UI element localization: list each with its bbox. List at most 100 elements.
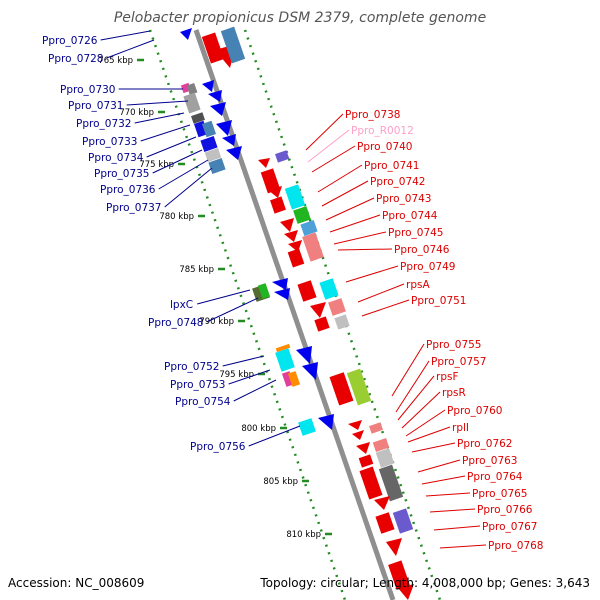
- gene-label: Ppro_0742: [370, 176, 425, 188]
- gene-label: Ppro_0735: [94, 168, 149, 180]
- gene-feature: [293, 206, 311, 224]
- accession-text: Accession: NC_008609: [8, 576, 144, 590]
- tick-label: 810 kbp: [286, 530, 321, 540]
- gene-feature: [268, 186, 282, 198]
- leader-line: [407, 426, 451, 443]
- tick-label: 775 kbp: [139, 160, 174, 170]
- leader-line: [134, 112, 185, 124]
- tick-label: 780 kbp: [159, 212, 194, 222]
- leader-line: [325, 197, 375, 221]
- gene-label: Ppro_0728: [48, 53, 103, 65]
- gene-feature: [318, 414, 334, 430]
- gene-feature: [300, 220, 318, 236]
- leader-line: [397, 375, 435, 421]
- gene-feature: [298, 418, 316, 436]
- gene-feature: [183, 92, 201, 114]
- gene-label: Ppro_0768: [488, 540, 543, 552]
- gene-feature: [216, 120, 232, 136]
- leader-line: [248, 425, 301, 447]
- leader-line: [233, 379, 277, 402]
- gene-feature: [201, 32, 225, 64]
- gene-feature: [260, 168, 281, 194]
- gene-label: rpsA: [406, 279, 430, 291]
- gene-feature: [372, 437, 390, 453]
- gene-label: Ppro_0760: [447, 405, 502, 417]
- gene-label: Ppro_0726: [42, 35, 98, 47]
- gene-feature: [297, 280, 317, 302]
- gene-feature: [329, 372, 354, 406]
- gene-feature: [334, 314, 350, 330]
- gene-label: Ppro_0751: [411, 295, 466, 307]
- gene-label: lpxC: [170, 299, 193, 311]
- kbp-ticks: 765 kbp 770 kbp 775 kbp 780 kbp 785 kbp 790 k…: [98, 56, 332, 540]
- gene-label: Ppro_0743: [376, 193, 431, 205]
- gene-feature: [359, 466, 383, 500]
- leader-line: [361, 299, 410, 317]
- leader-line: [140, 124, 191, 142]
- gene-feature: [200, 136, 218, 152]
- leader-line: [106, 39, 155, 59]
- leader-line: [421, 475, 466, 485]
- gene-label: Ppro_0762: [457, 438, 512, 450]
- gene-feature: [191, 112, 205, 124]
- gene-feature: [388, 560, 410, 590]
- gene-label: Ppro_0744: [382, 210, 438, 222]
- leader-line: [307, 129, 350, 163]
- leader-line: [405, 409, 446, 437]
- leader-line: [311, 145, 356, 173]
- gene-label: Ppro_0765: [472, 488, 527, 500]
- tick-label: 800 kbp: [241, 424, 276, 434]
- gene-label: Ppro_0746: [394, 244, 450, 256]
- gene-feature: [302, 232, 324, 262]
- gene-feature: [356, 442, 370, 454]
- leader-line: [126, 100, 189, 106]
- tick-label: 790 kbp: [199, 317, 234, 327]
- gene-label: Ppro_0755: [426, 339, 481, 351]
- gene-feature: [180, 28, 192, 40]
- gene-feature: [375, 448, 395, 468]
- leader-line: [329, 214, 381, 233]
- gene-label: rpsF: [436, 371, 459, 383]
- leader-line: [197, 289, 251, 305]
- gene-label: Ppro_0740: [357, 141, 412, 153]
- leader-line: [337, 248, 393, 251]
- gene-feature: [208, 158, 226, 174]
- tick-label: 785 kbp: [179, 265, 214, 275]
- gene-feature: [296, 346, 312, 364]
- gene-feature: [319, 278, 339, 300]
- gene-feature: [284, 230, 298, 242]
- gene-feature: [275, 150, 290, 163]
- gene-features: [180, 26, 414, 600]
- gene-feature: [274, 288, 290, 300]
- left-gene-labels: Ppro_0726 Ppro_0728 Ppro_0730 Ppro_0731 Ppro…: [42, 30, 301, 453]
- leader-line: [152, 149, 203, 174]
- leader-line: [395, 360, 430, 413]
- leader-line: [321, 180, 369, 207]
- leader-line: [305, 113, 344, 151]
- gene-label: rpsR: [442, 387, 466, 399]
- leader-line: [222, 355, 265, 367]
- tick-label: 765 kbp: [98, 56, 133, 66]
- gene-feature: [272, 278, 288, 290]
- gene-label: rplI: [452, 422, 469, 434]
- gene-feature: [386, 538, 402, 556]
- gene-feature: [210, 102, 226, 116]
- leader-line: [411, 442, 456, 453]
- gene-label: Ppro_0731: [68, 100, 123, 112]
- leader-line: [333, 231, 387, 245]
- gene-label: Ppro_0767: [482, 521, 537, 533]
- right-gene-labels: Ppro_0738 Ppro_R0012 Ppro_0740 Ppro_0741 Ppr…: [305, 109, 543, 552]
- topology-summary: Topology: circular; Length: 4,008,000 bp…: [259, 576, 590, 590]
- gene-feature: [287, 248, 305, 268]
- gene-label: Ppro_0733: [82, 136, 137, 148]
- tick-label: 770 kbp: [119, 108, 154, 118]
- leader-line: [357, 283, 405, 303]
- gene-feature: [258, 158, 270, 168]
- gene-feature: [392, 508, 414, 534]
- scale-line-outer: [243, 29, 442, 600]
- leader-line: [228, 369, 271, 385]
- scale-line-inner: [148, 29, 347, 600]
- leader-line: [391, 343, 425, 397]
- gene-feature: [398, 584, 414, 600]
- gene-label: Ppro_0749: [400, 261, 455, 273]
